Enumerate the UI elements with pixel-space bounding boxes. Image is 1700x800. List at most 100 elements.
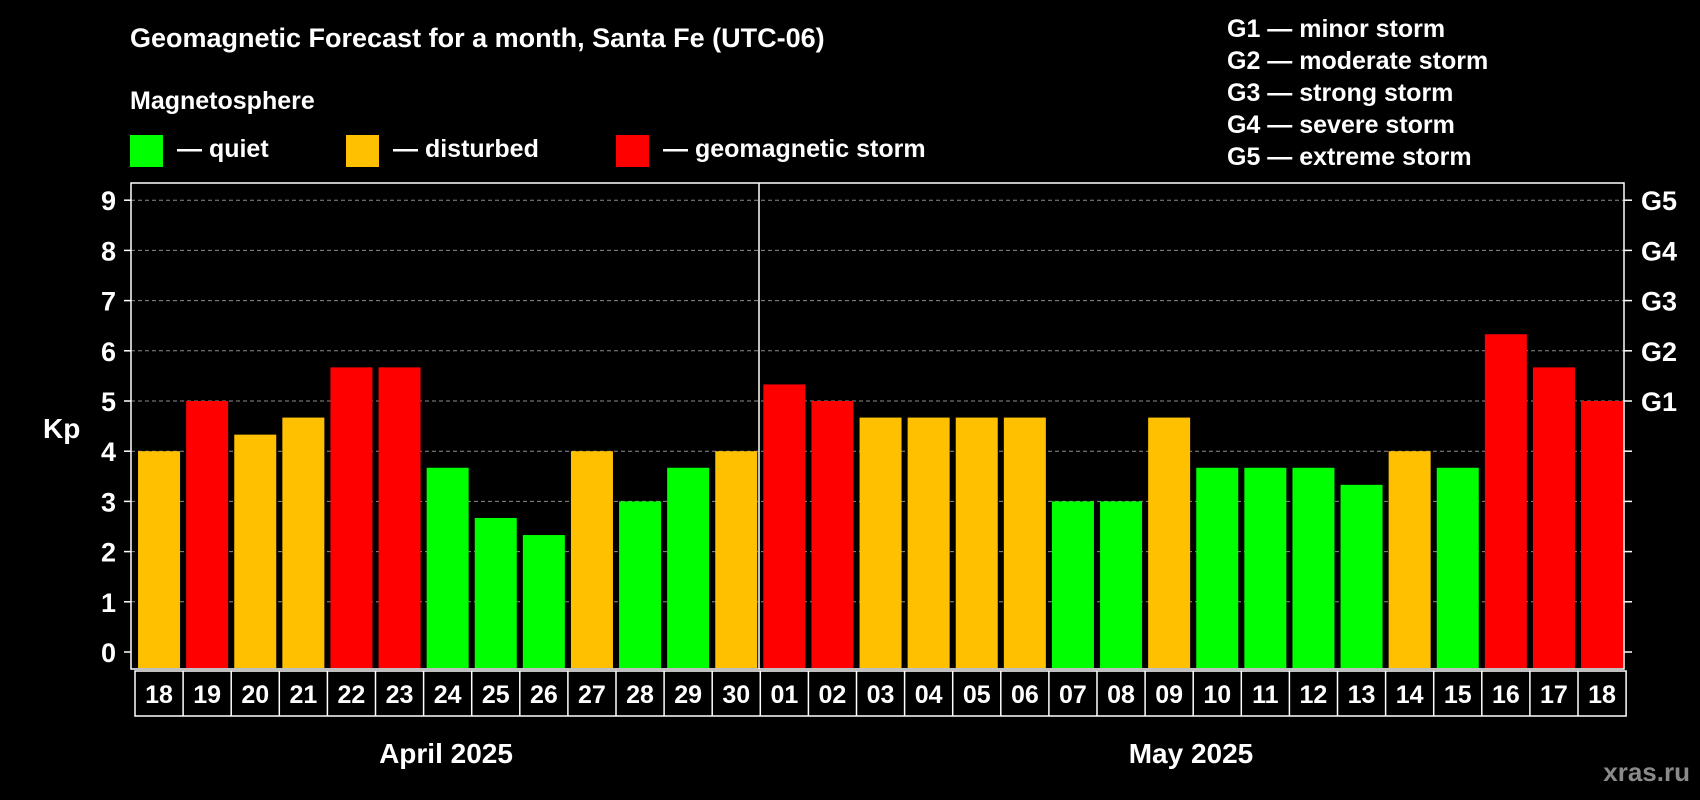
bar [667, 467, 710, 668]
date-label: 22 [338, 681, 366, 709]
date-label: 18 [1588, 681, 1616, 709]
y-tick-label: 7 [101, 287, 116, 317]
y-tick-label: 0 [101, 638, 116, 668]
date-label: 11 [1252, 681, 1279, 709]
date-label: 06 [1011, 681, 1039, 709]
storm-scale-g5: G5 — extreme storm [1227, 143, 1472, 171]
date-label: 26 [530, 681, 558, 709]
date-label: 13 [1348, 681, 1376, 709]
bar [1051, 501, 1094, 668]
date-label: 15 [1444, 681, 1472, 709]
y-tick-label: 9 [101, 186, 116, 216]
legend-swatch-quiet [130, 135, 163, 167]
date-label: 20 [241, 681, 269, 709]
date-label: 27 [578, 681, 606, 709]
y-tick-label: 1 [101, 588, 116, 618]
month-label-may: May 2025 [1129, 738, 1254, 769]
storm-scale-g4: G4 — severe storm [1227, 111, 1455, 139]
date-label: 07 [1059, 681, 1087, 709]
bar [907, 417, 950, 668]
bar [955, 417, 998, 668]
date-label: 05 [963, 681, 991, 709]
right-axis-label: G2 [1641, 337, 1677, 367]
bar [1196, 467, 1239, 668]
bar [426, 467, 469, 668]
bar [1532, 367, 1575, 668]
date-label: 24 [434, 681, 462, 709]
legend-label-disturbed: — disturbed [393, 135, 539, 163]
bar [1003, 417, 1046, 668]
date-label: 29 [674, 681, 702, 709]
legend-label-quiet: — quiet [177, 135, 269, 163]
bar [282, 417, 325, 668]
plot-frame [130, 182, 1625, 670]
legend-label-storm: — geomagnetic storm [663, 135, 926, 163]
bar [234, 434, 277, 668]
bar [811, 401, 854, 668]
date-label: 12 [1300, 681, 1328, 709]
date-label: 16 [1492, 681, 1520, 709]
y-tick-label: 8 [101, 236, 116, 266]
date-label: 09 [1155, 681, 1183, 709]
date-label: 08 [1107, 681, 1135, 709]
bar [619, 501, 662, 668]
bar [1340, 484, 1383, 668]
y-tick-label: 2 [101, 538, 116, 568]
date-label: 30 [722, 681, 750, 709]
bar [1244, 467, 1287, 668]
date-label: 04 [915, 681, 943, 709]
bar [1581, 401, 1624, 668]
bar [138, 451, 181, 668]
storm-scale-g1: G1 — minor storm [1227, 15, 1445, 43]
chart-title: Geomagnetic Forecast for a month, Santa … [130, 23, 825, 53]
bar [522, 535, 565, 668]
bar [474, 517, 517, 668]
right-axis-label: G1 [1641, 387, 1677, 417]
bars [138, 334, 1624, 668]
date-label: 25 [482, 681, 510, 709]
bar [1436, 467, 1479, 668]
right-axis-storm-levels: G1 G2 G3 G4 G5 [1641, 186, 1677, 417]
y-tick-label: 3 [101, 487, 116, 517]
date-label: 18 [145, 681, 173, 709]
month-label-april: April 2025 [379, 738, 513, 769]
bar [378, 367, 421, 668]
date-label: 01 [770, 681, 798, 709]
date-label: 02 [819, 681, 847, 709]
bar [763, 384, 806, 668]
bar [1292, 467, 1335, 668]
date-label: 19 [193, 681, 221, 709]
legend-swatch-storm [616, 135, 649, 167]
date-row: 18 19 20 21 22 23 24 25 26 27 28 29 30 01 02 03 04 05 06 07… [134, 670, 1627, 717]
date-label: 10 [1203, 681, 1231, 709]
right-axis-label: G4 [1641, 236, 1677, 266]
y-axis-ticks: 0 1 2 3 4 5 6 7 8 9 [101, 186, 1632, 668]
bar [715, 451, 758, 668]
date-label: 28 [626, 681, 654, 709]
date-label: 03 [867, 681, 895, 709]
legend-swatch-disturbed [346, 135, 379, 167]
bar [1100, 501, 1143, 668]
date-row-frame [134, 670, 1627, 717]
bar [1388, 451, 1431, 668]
storm-scale-g2: G2 — moderate storm [1227, 47, 1488, 75]
right-axis-label: G5 [1641, 186, 1677, 216]
bar [186, 401, 229, 668]
storm-scale-g3: G3 — strong storm [1227, 79, 1453, 107]
y-tick-label: 6 [101, 337, 116, 367]
bar [330, 367, 373, 668]
y-tick-label: 4 [101, 437, 116, 467]
date-label: 14 [1396, 681, 1424, 709]
watermark: xras.ru [1603, 757, 1690, 787]
bar [859, 417, 902, 668]
y-tick-label: 5 [101, 387, 116, 417]
date-label: 21 [289, 681, 317, 709]
legend-heading: Magnetosphere [130, 87, 315, 115]
date-label: 23 [386, 681, 414, 709]
bar [1484, 334, 1527, 668]
date-label: 17 [1540, 681, 1568, 709]
bar [570, 451, 613, 668]
bar [1148, 417, 1191, 668]
right-axis-label: G3 [1641, 287, 1677, 317]
